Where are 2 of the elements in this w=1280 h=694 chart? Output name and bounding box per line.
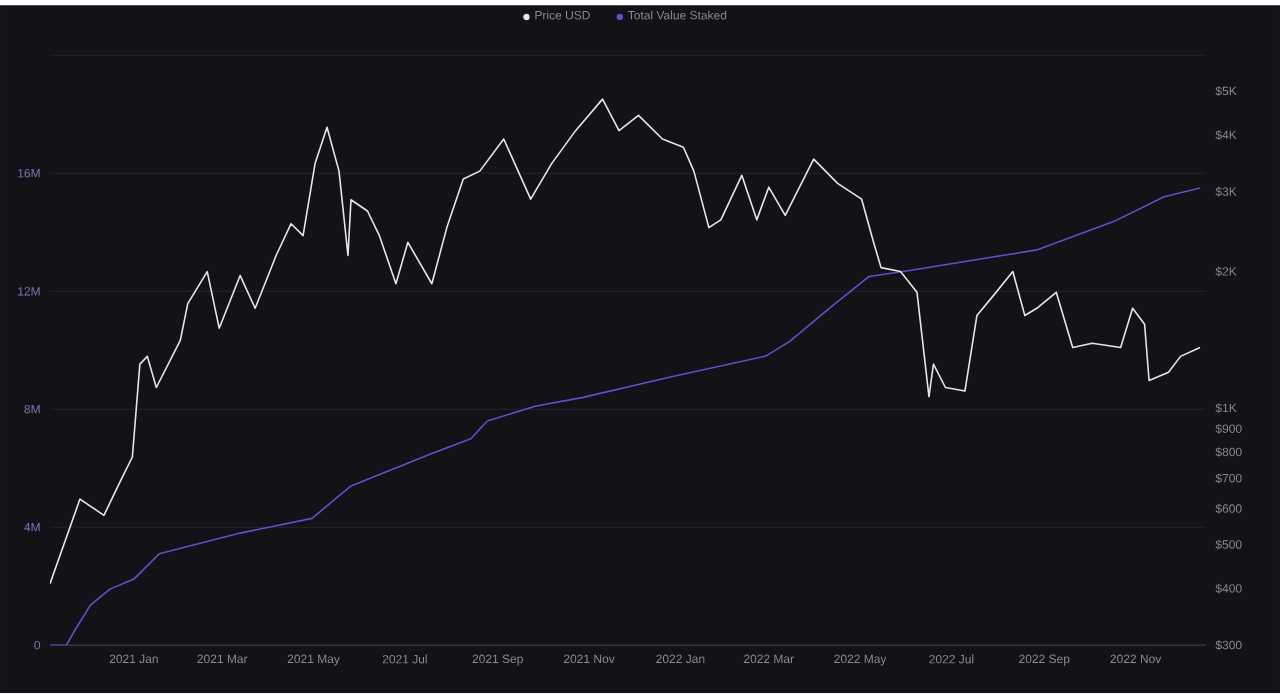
line-series — [50, 187, 1201, 646]
line-series — [50, 98, 1201, 585]
